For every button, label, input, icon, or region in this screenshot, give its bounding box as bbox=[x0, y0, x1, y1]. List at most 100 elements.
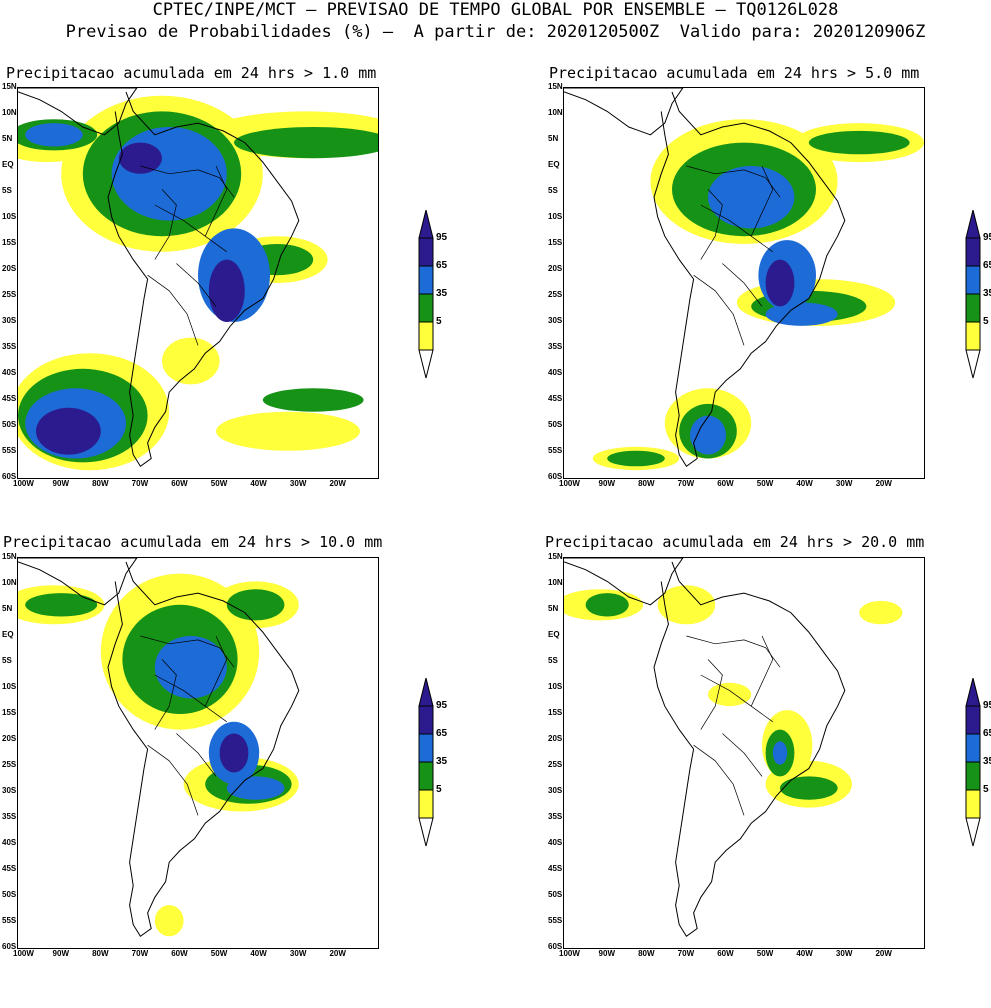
latitude-label: 45S bbox=[548, 864, 563, 873]
coastline-central-america bbox=[564, 558, 684, 606]
latitude-label: 10N bbox=[548, 578, 563, 587]
probability-map bbox=[17, 557, 379, 949]
probability-area bbox=[118, 142, 162, 174]
probability-area bbox=[765, 259, 795, 307]
probability-area bbox=[25, 593, 98, 617]
latitude-label: 55S bbox=[2, 446, 17, 455]
legend-label: 35 bbox=[436, 288, 448, 299]
longitude-label: 60W bbox=[171, 479, 188, 488]
probability-area bbox=[780, 776, 838, 800]
probability-area bbox=[607, 450, 665, 467]
latitude-label: 35S bbox=[548, 812, 563, 821]
latitude-label: 10N bbox=[2, 578, 17, 587]
latitude-label: 15S bbox=[548, 708, 563, 717]
probability-area bbox=[765, 302, 838, 326]
legend-arrow-bottom bbox=[965, 349, 981, 379]
probability-area bbox=[690, 415, 726, 455]
latitude-label: 60S bbox=[2, 472, 17, 481]
longitude-label: 70W bbox=[131, 949, 149, 958]
probability-map bbox=[563, 87, 925, 479]
coastline-central-america bbox=[564, 88, 684, 136]
latitude-label: 35S bbox=[2, 812, 17, 821]
legend-swatch bbox=[418, 789, 434, 819]
legend-label: 5 bbox=[983, 316, 989, 327]
country-border bbox=[204, 635, 228, 707]
probability-area bbox=[585, 593, 629, 617]
longitude-label: 50W bbox=[210, 949, 228, 958]
latitude-label: 35S bbox=[548, 342, 563, 351]
country-border bbox=[154, 189, 177, 260]
longitude-label: 60W bbox=[717, 949, 734, 958]
coastline-south-america bbox=[653, 91, 846, 468]
legend-arrow-bottom bbox=[965, 817, 981, 847]
map-canvas bbox=[18, 558, 300, 938]
latitude-label: 15S bbox=[2, 238, 17, 247]
legend-swatch bbox=[965, 321, 981, 351]
legend-arrow-bottom bbox=[418, 349, 434, 379]
latitude-label: 60S bbox=[548, 942, 563, 951]
legend-label: 35 bbox=[983, 288, 991, 299]
latitude-label: 5N bbox=[2, 604, 13, 613]
country-border bbox=[154, 659, 177, 730]
country-border bbox=[176, 263, 217, 307]
probability-area bbox=[154, 636, 227, 699]
panel-title: Precipitacao acumulada em 24 hrs > 1.0 m… bbox=[6, 64, 377, 82]
legend-arrow-top bbox=[418, 210, 434, 239]
country-border bbox=[693, 744, 745, 816]
latitude-label: 15N bbox=[2, 82, 17, 91]
latitude-label: 50S bbox=[2, 420, 17, 429]
panel-title: Precipitacao acumulada em 24 hrs > 5.0 m… bbox=[549, 64, 920, 82]
legend-swatch bbox=[965, 265, 981, 295]
longitude-label: 50W bbox=[756, 479, 774, 488]
latitude-label: 10N bbox=[2, 108, 17, 117]
longitude-label: 40W bbox=[796, 949, 813, 958]
latitude-label: 20S bbox=[548, 734, 563, 743]
latitude-label: EQ bbox=[2, 630, 14, 639]
country-border bbox=[154, 204, 228, 253]
latitude-label: 55S bbox=[548, 916, 563, 925]
color-legend: 95 65 35 5 bbox=[418, 678, 447, 848]
probability-area bbox=[226, 776, 285, 800]
legend-swatch bbox=[418, 265, 434, 295]
legend-arrow-top bbox=[965, 678, 981, 707]
probability-area bbox=[25, 123, 83, 147]
probability-area bbox=[657, 585, 716, 625]
coastline-central-america bbox=[18, 558, 138, 606]
latitude-label: 30S bbox=[2, 316, 17, 325]
legend-swatch bbox=[418, 733, 434, 763]
latitude-label: 30S bbox=[548, 316, 563, 325]
country-border bbox=[722, 263, 763, 307]
probability-area bbox=[154, 905, 184, 937]
latitude-label: 15N bbox=[548, 82, 563, 91]
legend-swatch bbox=[965, 293, 981, 323]
country-border bbox=[686, 635, 781, 668]
latitude-label: 40S bbox=[2, 838, 17, 847]
longitude-label: 80W bbox=[92, 949, 109, 958]
legend-label: 95 bbox=[436, 700, 448, 711]
longitude-label: 40W bbox=[250, 949, 267, 958]
longitude-label: 80W bbox=[92, 479, 109, 488]
longitude-label: 40W bbox=[796, 479, 813, 488]
country-border bbox=[147, 274, 199, 346]
legend-label: 65 bbox=[436, 260, 448, 271]
header-subtitle: Previsao de Probabilidades (%) – A parti… bbox=[65, 22, 926, 42]
longitude-label: 80W bbox=[638, 479, 655, 488]
latitude-label: 30S bbox=[2, 786, 17, 795]
latitude-label: 45S bbox=[2, 394, 17, 403]
longitude-label: 30W bbox=[835, 479, 853, 488]
legend-arrow-top bbox=[418, 678, 434, 707]
longitude-label: 100W bbox=[559, 479, 580, 488]
legend-label: 5 bbox=[436, 784, 442, 795]
country-border bbox=[147, 744, 199, 816]
probability-area bbox=[262, 388, 364, 412]
map-panel-4: Precipitacao acumulada em 24 hrs > 20.0 … bbox=[495, 530, 991, 1008]
legend-label: 5 bbox=[983, 784, 989, 795]
legend-label: 35 bbox=[436, 756, 448, 767]
latitude-label: 20S bbox=[548, 264, 563, 273]
probability-map bbox=[17, 87, 379, 479]
latitude-label: 35S bbox=[2, 342, 17, 351]
latitude-label: 10S bbox=[2, 682, 17, 691]
longitude-label: 40W bbox=[250, 479, 267, 488]
country-border bbox=[176, 733, 217, 777]
latitude-label: 45S bbox=[2, 864, 17, 873]
